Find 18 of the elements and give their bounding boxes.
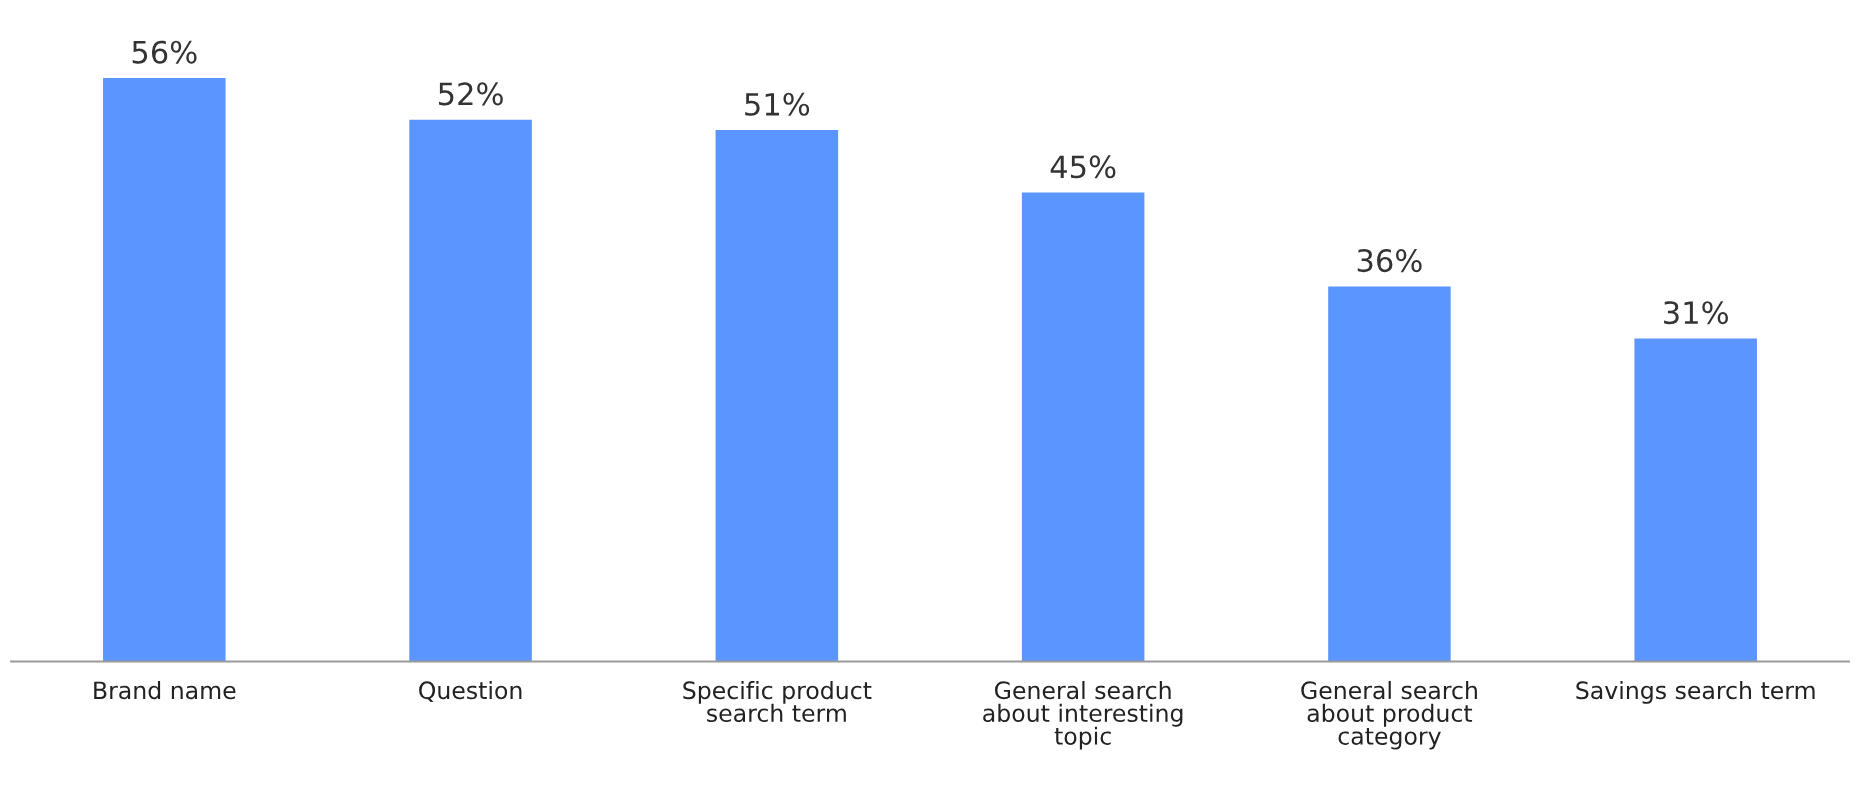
bar <box>1328 286 1451 662</box>
x-tick-label: Brand name <box>94 680 236 700</box>
bar <box>409 119 532 662</box>
bar <box>103 77 226 662</box>
data-label: 52% <box>438 82 503 106</box>
x-tick-label: General search about product category <box>1301 680 1477 750</box>
data-label: 31% <box>1664 301 1728 325</box>
data-label: 56% <box>132 40 197 64</box>
data-label: 36% <box>1357 249 1422 273</box>
data-label: 45% <box>1050 155 1116 179</box>
bar <box>1634 338 1757 662</box>
bar <box>1021 192 1145 662</box>
data-label: 51% <box>745 92 810 116</box>
x-tick-label: General search about interesting topic <box>983 680 1183 750</box>
x-tick-label: Savings search term <box>1576 680 1815 704</box>
x-tick-label: Specific product search term <box>683 680 872 723</box>
x-tick-label: Question <box>419 680 522 702</box>
bar <box>715 130 839 662</box>
